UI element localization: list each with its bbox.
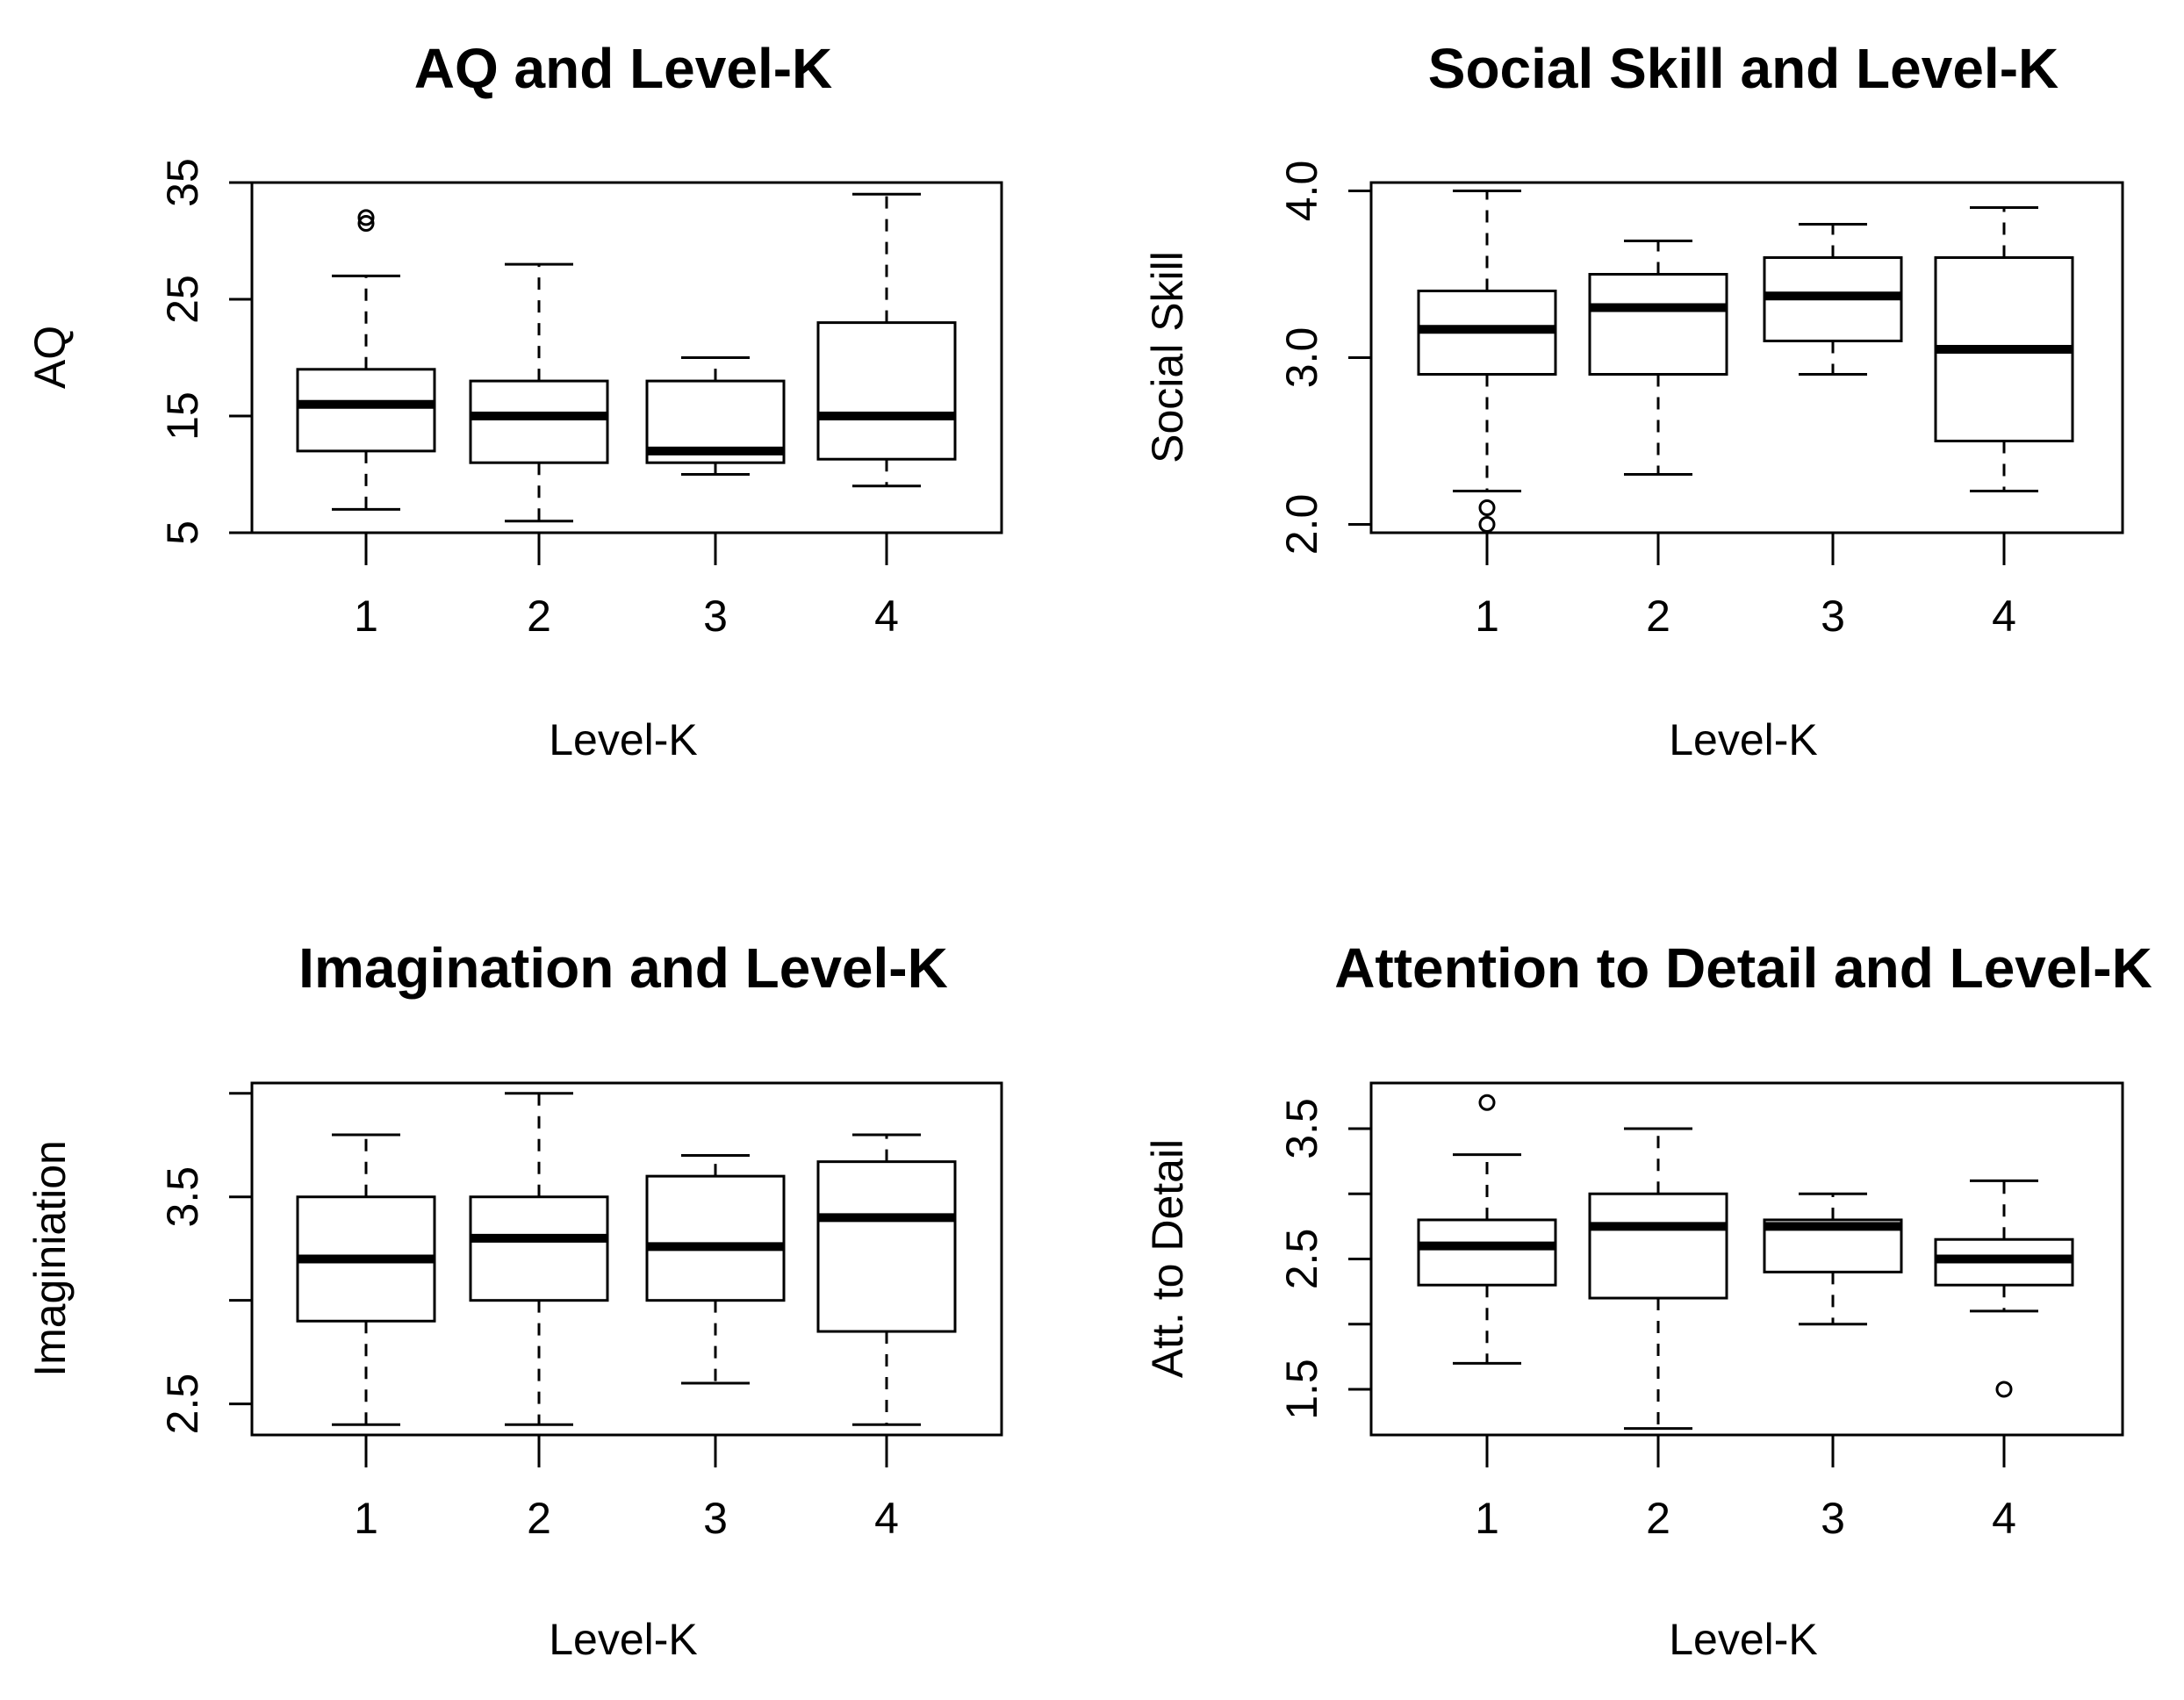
box-3: [1763, 223, 1903, 376]
x-tick-label: 4: [874, 1494, 899, 1543]
y-tick-label: 2.0: [1277, 494, 1326, 556]
y-tick-label: 2.5: [1277, 1229, 1326, 1290]
box-4: [1934, 206, 2074, 492]
outlier-point: [357, 215, 375, 233]
x-tick-label: 1: [354, 1494, 378, 1543]
iqr-box: [645, 1174, 786, 1302]
x-tick-label: 4: [1992, 1494, 2016, 1543]
iqr-box: [816, 1160, 957, 1333]
y-axis-label: AQ: [25, 326, 75, 389]
y-axis-label: Social Skill: [1143, 251, 1192, 463]
panel-2: Social Skill and Level-K 2.0 3.0 4.0 Social …: [1143, 37, 2124, 764]
iqr-box: [1417, 1218, 1557, 1287]
iqr-box: [296, 368, 436, 453]
box-3: [645, 356, 786, 476]
x-axis-label: Level-K: [549, 715, 698, 764]
x-tick-label: 4: [874, 592, 899, 641]
x-axis-label: Level-K: [549, 1615, 698, 1664]
box-2: [469, 262, 609, 523]
x-tick-label: 1: [1475, 1494, 1499, 1543]
y-tick-label: 4.0: [1277, 161, 1326, 222]
x-tick-label: 2: [527, 1494, 551, 1543]
y-tick-label: 3.5: [1277, 1098, 1326, 1159]
x-tick-label: 1: [354, 592, 378, 641]
panel-1: AQ and Level-K 5 15 25 35 AQ 1 2 3 4 Level-K: [25, 37, 1003, 764]
y-axis-label: Att. to Detail: [1143, 1139, 1192, 1378]
outlier-point: [1478, 1094, 1496, 1111]
panel-4: Attention to Detail and Level-K 1.5 2.5 3.5…: [1143, 936, 2152, 1664]
box-3: [1763, 1192, 1903, 1326]
box-4: [816, 1133, 957, 1426]
outlier-point: [1478, 516, 1496, 533]
x-tick-label: 1: [1475, 592, 1499, 641]
x-tick-label: 2: [1646, 1494, 1670, 1543]
box-4: [1934, 1179, 2074, 1398]
y-tick-label: 5: [158, 520, 207, 545]
y-tick-label: 1.5: [1277, 1359, 1326, 1420]
iqr-box: [1588, 273, 1728, 376]
box-3: [645, 1154, 786, 1385]
outlier-point: [357, 209, 375, 226]
y-tick-label: 25: [158, 275, 207, 324]
x-tick-label: 3: [703, 592, 728, 641]
x-tick-label: 3: [1821, 1494, 1845, 1543]
chart-title: AQ and Level-K: [414, 37, 833, 100]
iqr-box: [469, 1195, 609, 1302]
outlier-point: [1995, 1381, 2013, 1398]
iqr-box: [1588, 1192, 1728, 1300]
x-tick-label: 2: [527, 592, 551, 641]
box-2: [469, 1092, 609, 1426]
y-tick-label: 15: [158, 391, 207, 441]
y-tick-label: 3.5: [158, 1166, 207, 1228]
x-tick-label: 3: [703, 1494, 728, 1543]
panel-3: Imagination and Level-K 2.5 3.5 Imaginiatio…: [25, 936, 1003, 1664]
y-tick-label: 35: [158, 158, 207, 207]
box-2: [1588, 1127, 1728, 1431]
y-tick-label: 3.0: [1277, 327, 1326, 389]
outlier-point: [1478, 499, 1496, 516]
chart-title: Imagination and Level-K: [298, 936, 948, 1000]
box-4: [816, 192, 957, 488]
x-tick-label: 2: [1646, 592, 1670, 641]
y-tick-label: 2.5: [158, 1374, 207, 1435]
box-1: [1417, 190, 1557, 533]
box-1: [1417, 1094, 1557, 1365]
iqr-box: [816, 321, 957, 461]
iqr-box: [469, 379, 609, 464]
x-tick-label: 4: [1992, 592, 2016, 641]
y-axis-label: Imaginiation: [25, 1140, 75, 1377]
x-axis-label: Level-K: [1669, 1615, 1818, 1664]
chart-title: Attention to Detail and Level-K: [1334, 936, 2152, 1000]
box-2: [1588, 240, 1728, 476]
x-tick-label: 3: [1821, 592, 1845, 641]
x-axis-label: Level-K: [1669, 715, 1818, 764]
box-1: [296, 1133, 436, 1426]
box-1: [296, 209, 436, 511]
chart-title: Social Skill and Level-K: [1428, 37, 2058, 100]
